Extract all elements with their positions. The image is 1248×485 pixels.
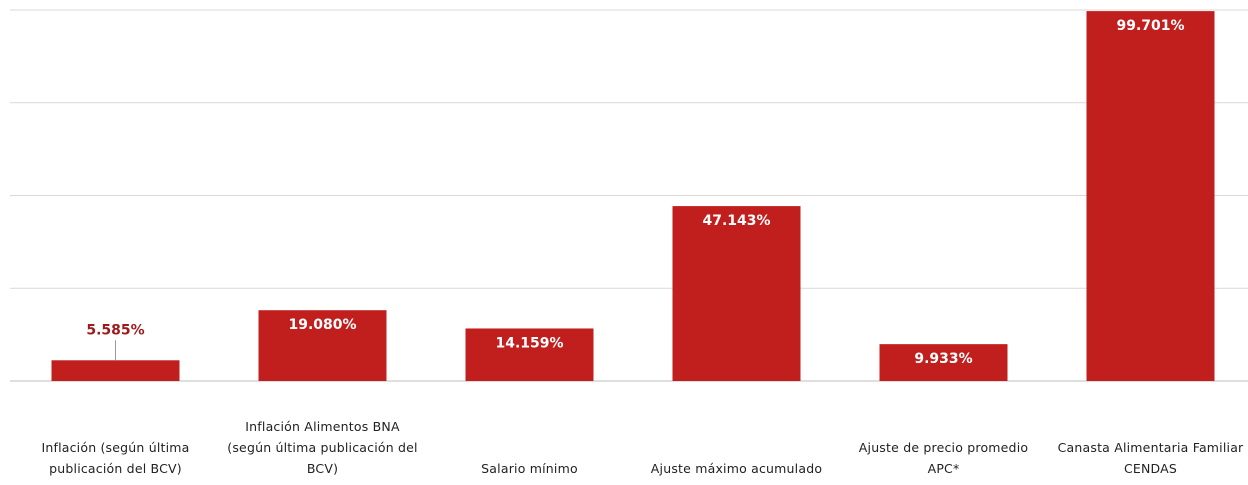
x-tick-label: Ajuste máximo acumulado [650, 461, 823, 476]
bar [1086, 11, 1215, 382]
data-label: 19.080% [288, 317, 356, 333]
bar [465, 328, 594, 381]
bar [258, 310, 387, 381]
bar [672, 206, 801, 381]
data-label: 9.933% [914, 351, 972, 367]
x-tick-label: Inflación (según última publicación del … [41, 440, 190, 476]
x-tick-label: Canasta Alimentaria Familiar CENDAS [1057, 440, 1244, 476]
x-tick-label: Inflación Alimentos BNA (según última pu… [227, 419, 418, 476]
data-label: 47.143% [702, 213, 770, 229]
bar [51, 360, 180, 381]
x-tick-label: Ajuste de precio promedio APC* [858, 440, 1029, 476]
x-tick-label: Salario mínimo [481, 461, 578, 476]
bar [879, 344, 1008, 381]
data-label: 5.585% [86, 322, 144, 338]
data-label: 99.701% [1116, 18, 1184, 34]
data-label: 14.159% [495, 335, 563, 351]
